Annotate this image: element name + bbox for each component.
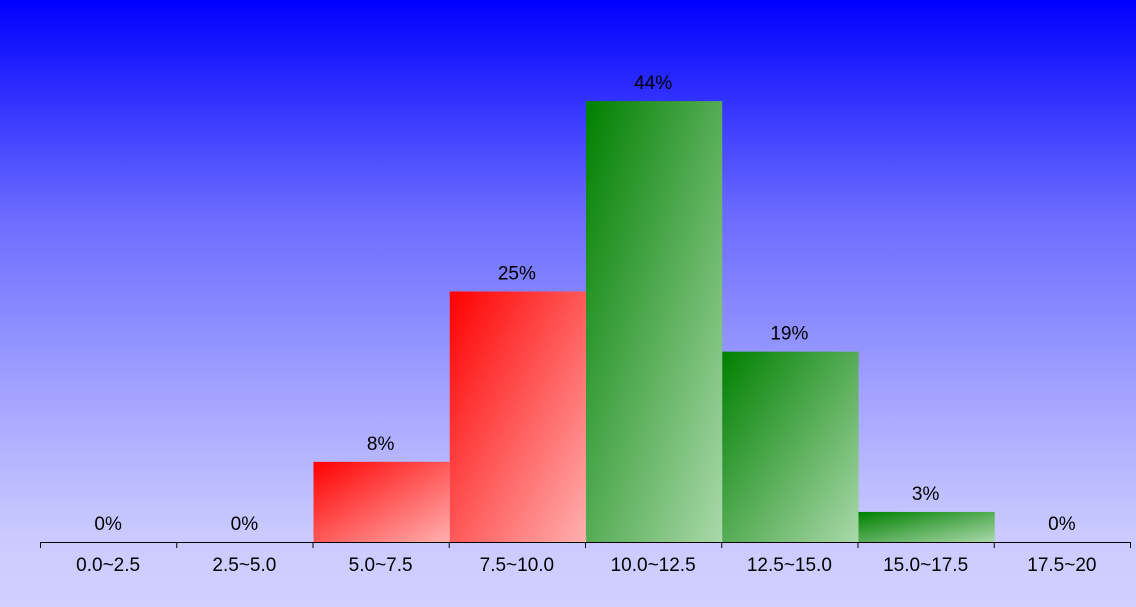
bar-10.0~12.5 (586, 101, 723, 543)
bar-12.5~15.0 (722, 351, 859, 542)
value-label-15.0~17.5: 3% (912, 484, 940, 505)
value-label-10.0~12.5: 44% (634, 73, 672, 94)
tick-label-12.5~15.0: 12.5~15.0 (747, 555, 832, 576)
value-label-17.5~20: 0% (1048, 514, 1076, 535)
tick-label-7.5~10.0: 7.5~10.0 (480, 555, 555, 576)
value-label-2.5~5.0: 0% (231, 514, 259, 535)
tick-label-0.0~2.5: 0.0~2.5 (76, 555, 140, 576)
tick-label-5.0~7.5: 5.0~7.5 (349, 555, 413, 576)
tick-label-2.5~5.0: 2.5~5.0 (212, 555, 276, 576)
bar-5.0~7.5 (313, 461, 450, 542)
tick-label-17.5~20: 17.5~20 (1027, 555, 1096, 576)
value-label-5.0~7.5: 8% (367, 434, 395, 455)
bar-15.0~17.5 (858, 511, 995, 542)
x-axis (40, 542, 1131, 548)
bar-7.5~10.0 (449, 291, 586, 542)
value-label-12.5~15.0: 19% (770, 324, 808, 345)
value-labels-group: 0% 0% 8% 25% 44% 19% 3% 0% (94, 73, 1075, 535)
tick-label-10.0~12.5: 10.0~12.5 (611, 555, 696, 576)
tick-labels-group: 0.0~2.5 2.5~5.0 5.0~7.5 7.5~10.0 10.0~12.5 12… (76, 555, 1096, 576)
value-label-7.5~10.0: 25% (498, 264, 536, 285)
tick-label-15.0~17.5: 15.0~17.5 (883, 555, 968, 576)
bars-group (313, 101, 995, 543)
value-label-0.0~2.5: 0% (94, 514, 122, 535)
